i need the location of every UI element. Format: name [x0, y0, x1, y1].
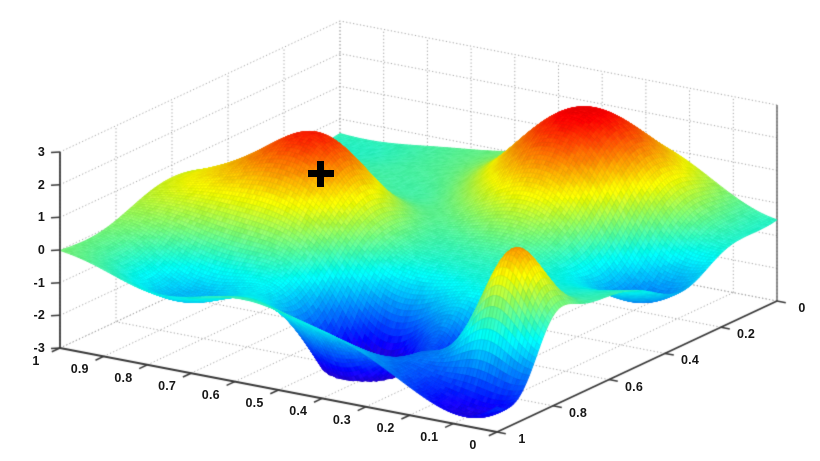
x-tick-label: 0.3	[332, 412, 351, 427]
z-tick-label: -2	[33, 308, 45, 323]
z-tick-label: 2	[37, 177, 45, 192]
x-tick-label: 0.6	[201, 387, 220, 402]
y-tick-label: 0	[798, 301, 806, 315]
z-tick-label: -3	[33, 341, 45, 355]
z-tick-label: 0	[37, 242, 45, 257]
z-tick-label: 3	[37, 144, 45, 159]
x-tick-label: 1	[32, 354, 40, 368]
x-tick-label: 0	[469, 438, 477, 452]
y-tick-label: 0.8	[569, 405, 587, 420]
y-tick-label: 0.2	[737, 327, 755, 342]
x-tick-label: 0.5	[245, 396, 264, 410]
y-tick-label: 0.6	[625, 379, 643, 394]
x-tick-label: 0.1	[420, 429, 439, 444]
x-tick-label: 0.8	[114, 370, 133, 385]
y-tick-label: 1	[518, 432, 526, 446]
y-tick-label: 0.4	[681, 353, 699, 368]
x-tick-label: 0.9	[70, 362, 89, 377]
x-tick-label: 0.7	[158, 379, 177, 394]
z-tick-label: 1	[37, 210, 45, 225]
x-tick-label: 0.4	[289, 404, 308, 419]
x-tick-label: 0.2	[376, 421, 395, 436]
z-tick-label: -1	[33, 275, 45, 290]
